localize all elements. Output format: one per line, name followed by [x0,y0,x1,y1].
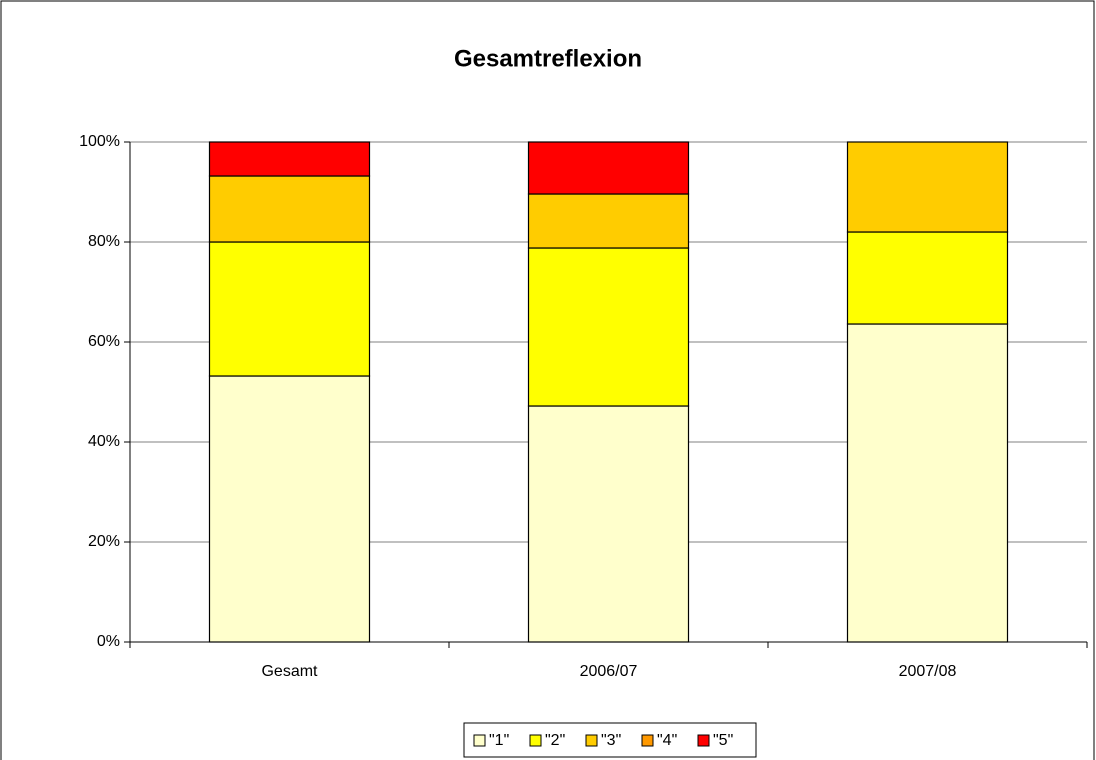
legend-label: "3" [601,732,621,749]
bar-segment [846,141,1009,233]
y-tick-label: 60% [88,333,120,350]
bar-segment [208,175,371,243]
y-tick-label: 40% [88,433,120,450]
x-tick-label: 2006/07 [580,663,638,680]
legend-swatch [697,734,710,747]
x-tick-label: Gesamt [261,663,318,680]
legend-label: "5" [713,732,733,749]
legend-swatch [529,734,542,747]
legend-swatch [585,734,598,747]
bar-segment [208,375,371,643]
legend-label: "1" [489,732,509,749]
y-tick-label: 20% [88,533,120,550]
bar-segment [846,323,1009,643]
y-tick-label: 80% [88,233,120,250]
legend-label: "4" [657,732,677,749]
bar-segment [527,193,690,249]
bar-segment [527,405,690,643]
bar-segment [527,141,690,195]
bar-segment [208,141,371,177]
y-tick-label: 100% [79,133,120,150]
bar-segment [527,247,690,407]
legend-swatch [473,734,486,747]
legend-label: "2" [545,732,565,749]
bar-segment [846,231,1009,325]
x-tick-label: 2007/08 [899,663,957,680]
chart-title: Gesamtreflexion [454,45,642,72]
y-tick-label: 0% [97,633,120,650]
bar-segment [208,241,371,377]
legend-swatch [641,734,654,747]
